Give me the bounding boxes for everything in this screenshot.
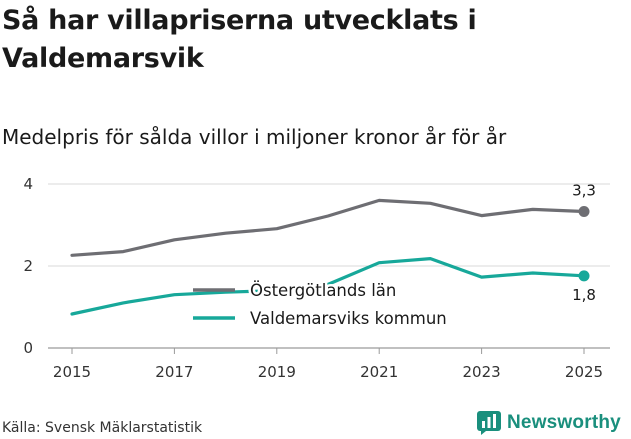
legend-label-halo: Valdemarsviks kommun <box>250 309 447 328</box>
x-tick-label: 2017 <box>155 363 193 381</box>
series-end-label-1: 3,3 <box>572 181 596 199</box>
legend-label-2: Valdemarsviks kommun <box>250 309 447 328</box>
x-tick-label: 2019 <box>258 363 296 381</box>
y-tick-label: 2 <box>23 257 33 275</box>
newsworthy-brand-name: Newsworthy <box>507 412 621 433</box>
series-end-label-2: 1,8 <box>572 286 596 304</box>
newsworthy-logo-icon <box>477 411 501 435</box>
newsworthy-brand-link[interactable]: Newsworthy <box>477 411 621 435</box>
series-line-1 <box>70 198 586 257</box>
x-tick-label: 2021 <box>360 363 398 381</box>
x-tick-label: 2023 <box>463 363 501 381</box>
series-end-marker-2 <box>578 270 590 282</box>
chart-subtitle: Medelpris för sålda villor i miljoner kr… <box>2 125 507 149</box>
line-chart: 0 2 4 2015 2017 2019 2021 2023 2025 Östergötlands… <box>23 175 610 381</box>
source-note: Källa: Svensk Mäklarstatistik <box>2 420 203 436</box>
series-end-marker-1 <box>578 205 590 217</box>
y-tick-label: 0 <box>23 339 33 357</box>
series-line-2 <box>70 257 586 316</box>
y-tick-label: 4 <box>23 175 33 193</box>
legend-label-1: Östergötlands län <box>250 281 396 300</box>
chart-title: Så har villapriserna utvecklats i Valdem… <box>2 5 477 74</box>
legend-label-halo: Östergötlands län <box>250 281 396 300</box>
x-tick-label: 2025 <box>565 363 603 381</box>
x-tick-label: 2015 <box>53 363 91 381</box>
